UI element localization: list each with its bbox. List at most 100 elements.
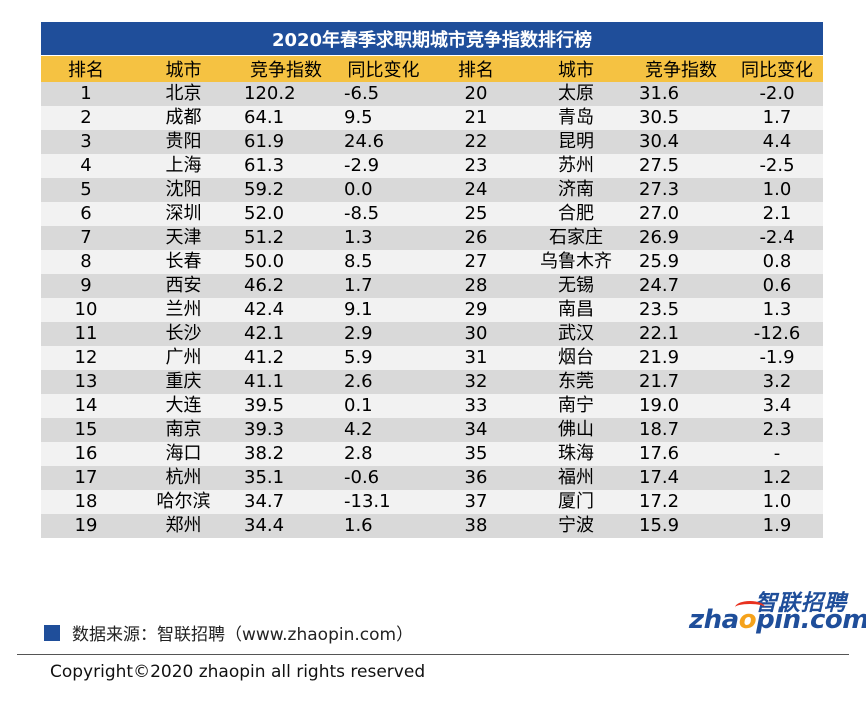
header-yoy: 同比变化 — [731, 56, 823, 82]
cell-city: 深圳 — [131, 202, 236, 226]
cell-index: 59.2 — [236, 178, 336, 202]
cell-city: 沈阳 — [131, 178, 236, 202]
cell-rank: 37 — [431, 490, 521, 514]
cell-yoy: 2.9 — [336, 322, 431, 346]
cell-city: 青岛 — [521, 106, 631, 130]
table-row: 11 长沙 42.1 2.9 30 武汉 22.1 -12.6 — [41, 322, 823, 346]
cell-index: 30.5 — [631, 106, 731, 130]
table-row: 3 贵阳 61.9 24.6 22 昆明 30.4 4.4 — [41, 130, 823, 154]
table-row: 6 深圳 52.0 -8.5 25 合肥 27.0 2.1 — [41, 202, 823, 226]
cell-rank: 14 — [41, 394, 131, 418]
cell-yoy: 2.3 — [731, 418, 823, 442]
table-row: 17 杭州 35.1 -0.6 36 福州 17.4 1.2 — [41, 466, 823, 490]
cell-rank: 33 — [431, 394, 521, 418]
table-row: 14 大连 39.5 0.1 33 南宁 19.0 3.4 — [41, 394, 823, 418]
cell-city: 东莞 — [521, 370, 631, 394]
cell-rank: 21 — [431, 106, 521, 130]
cell-yoy: 1.3 — [731, 298, 823, 322]
cell-city: 济南 — [521, 178, 631, 202]
cell-index: 39.3 — [236, 418, 336, 442]
cell-yoy: -0.6 — [336, 466, 431, 490]
table-title: 2020年春季求职期城市竞争指数排行榜 — [41, 22, 823, 55]
cell-rank: 11 — [41, 322, 131, 346]
cell-rank: 28 — [431, 274, 521, 298]
cell-city: 佛山 — [521, 418, 631, 442]
table-row: 7 天津 51.2 1.3 26 石家庄 26.9 -2.4 — [41, 226, 823, 250]
cell-index: 34.7 — [236, 490, 336, 514]
cell-city: 成都 — [131, 106, 236, 130]
cell-yoy: 9.1 — [336, 298, 431, 322]
cell-city: 上海 — [131, 154, 236, 178]
table-row: 15 南京 39.3 4.2 34 佛山 18.7 2.3 — [41, 418, 823, 442]
cell-yoy: 0.1 — [336, 394, 431, 418]
cell-city: 武汉 — [521, 322, 631, 346]
cell-rank: 35 — [431, 442, 521, 466]
table-row: 1 北京 120.2 -6.5 20 太原 31.6 -2.0 — [41, 82, 823, 106]
cell-rank: 30 — [431, 322, 521, 346]
cell-yoy: 1.9 — [731, 514, 823, 538]
cell-yoy: -6.5 — [336, 82, 431, 106]
cell-index: 17.4 — [631, 466, 731, 490]
cell-yoy: 0.6 — [731, 274, 823, 298]
cell-rank: 8 — [41, 250, 131, 274]
cell-city: 天津 — [131, 226, 236, 250]
divider — [17, 654, 849, 655]
cell-index: 30.4 — [631, 130, 731, 154]
cell-yoy: 1.0 — [731, 178, 823, 202]
cell-yoy: -2.0 — [731, 82, 823, 106]
cell-city: 乌鲁木齐 — [521, 250, 631, 274]
cell-yoy: 0.8 — [731, 250, 823, 274]
cell-yoy: 4.2 — [336, 418, 431, 442]
cell-index: 22.1 — [631, 322, 731, 346]
cell-rank: 23 — [431, 154, 521, 178]
cell-yoy: 3.2 — [731, 370, 823, 394]
cell-index: 17.6 — [631, 442, 731, 466]
cell-rank: 34 — [431, 418, 521, 442]
cell-yoy: -8.5 — [336, 202, 431, 226]
cell-city: 南京 — [131, 418, 236, 442]
table-row: 18 哈尔滨 34.7 -13.1 37 厦门 17.2 1.0 — [41, 490, 823, 514]
cell-index: 61.3 — [236, 154, 336, 178]
cell-rank: 5 — [41, 178, 131, 202]
table-row: 9 西安 46.2 1.7 28 无锡 24.7 0.6 — [41, 274, 823, 298]
cell-city: 西安 — [131, 274, 236, 298]
cell-index: 18.7 — [631, 418, 731, 442]
cell-rank: 31 — [431, 346, 521, 370]
cell-yoy: -2.5 — [731, 154, 823, 178]
cell-index: 21.9 — [631, 346, 731, 370]
cell-yoy: -13.1 — [336, 490, 431, 514]
cell-yoy: 4.4 — [731, 130, 823, 154]
table-row: 10 兰州 42.4 9.1 29 南昌 23.5 1.3 — [41, 298, 823, 322]
cell-index: 19.0 — [631, 394, 731, 418]
cell-index: 27.3 — [631, 178, 731, 202]
cell-index: 41.1 — [236, 370, 336, 394]
cell-yoy: 1.6 — [336, 514, 431, 538]
cell-yoy: 1.3 — [336, 226, 431, 250]
cell-rank: 38 — [431, 514, 521, 538]
header-index: 竞争指数 — [631, 56, 731, 82]
cell-rank: 12 — [41, 346, 131, 370]
cell-yoy: 3.4 — [731, 394, 823, 418]
cell-yoy: 2.8 — [336, 442, 431, 466]
cell-index: 34.4 — [236, 514, 336, 538]
cell-rank: 6 — [41, 202, 131, 226]
cell-index: 31.6 — [631, 82, 731, 106]
table-row: 8 长春 50.0 8.5 27 乌鲁木齐 25.9 0.8 — [41, 250, 823, 274]
header-index: 竞争指数 — [236, 56, 336, 82]
cell-index: 61.9 — [236, 130, 336, 154]
cell-city: 长沙 — [131, 322, 236, 346]
cell-city: 南昌 — [521, 298, 631, 322]
cell-rank: 29 — [431, 298, 521, 322]
cell-city: 北京 — [131, 82, 236, 106]
header-rank: 排名 — [41, 56, 131, 82]
cell-city: 太原 — [521, 82, 631, 106]
cell-index: 51.2 — [236, 226, 336, 250]
data-source: 数据来源：智联招聘（www.zhaopin.com） — [44, 620, 413, 645]
cell-rank: 19 — [41, 514, 131, 538]
cell-index: 46.2 — [236, 274, 336, 298]
logo-cn: 智联招聘 — [754, 591, 847, 616]
cell-city: 重庆 — [131, 370, 236, 394]
cell-city: 贵阳 — [131, 130, 236, 154]
cell-index: 23.5 — [631, 298, 731, 322]
cell-rank: 4 — [41, 154, 131, 178]
